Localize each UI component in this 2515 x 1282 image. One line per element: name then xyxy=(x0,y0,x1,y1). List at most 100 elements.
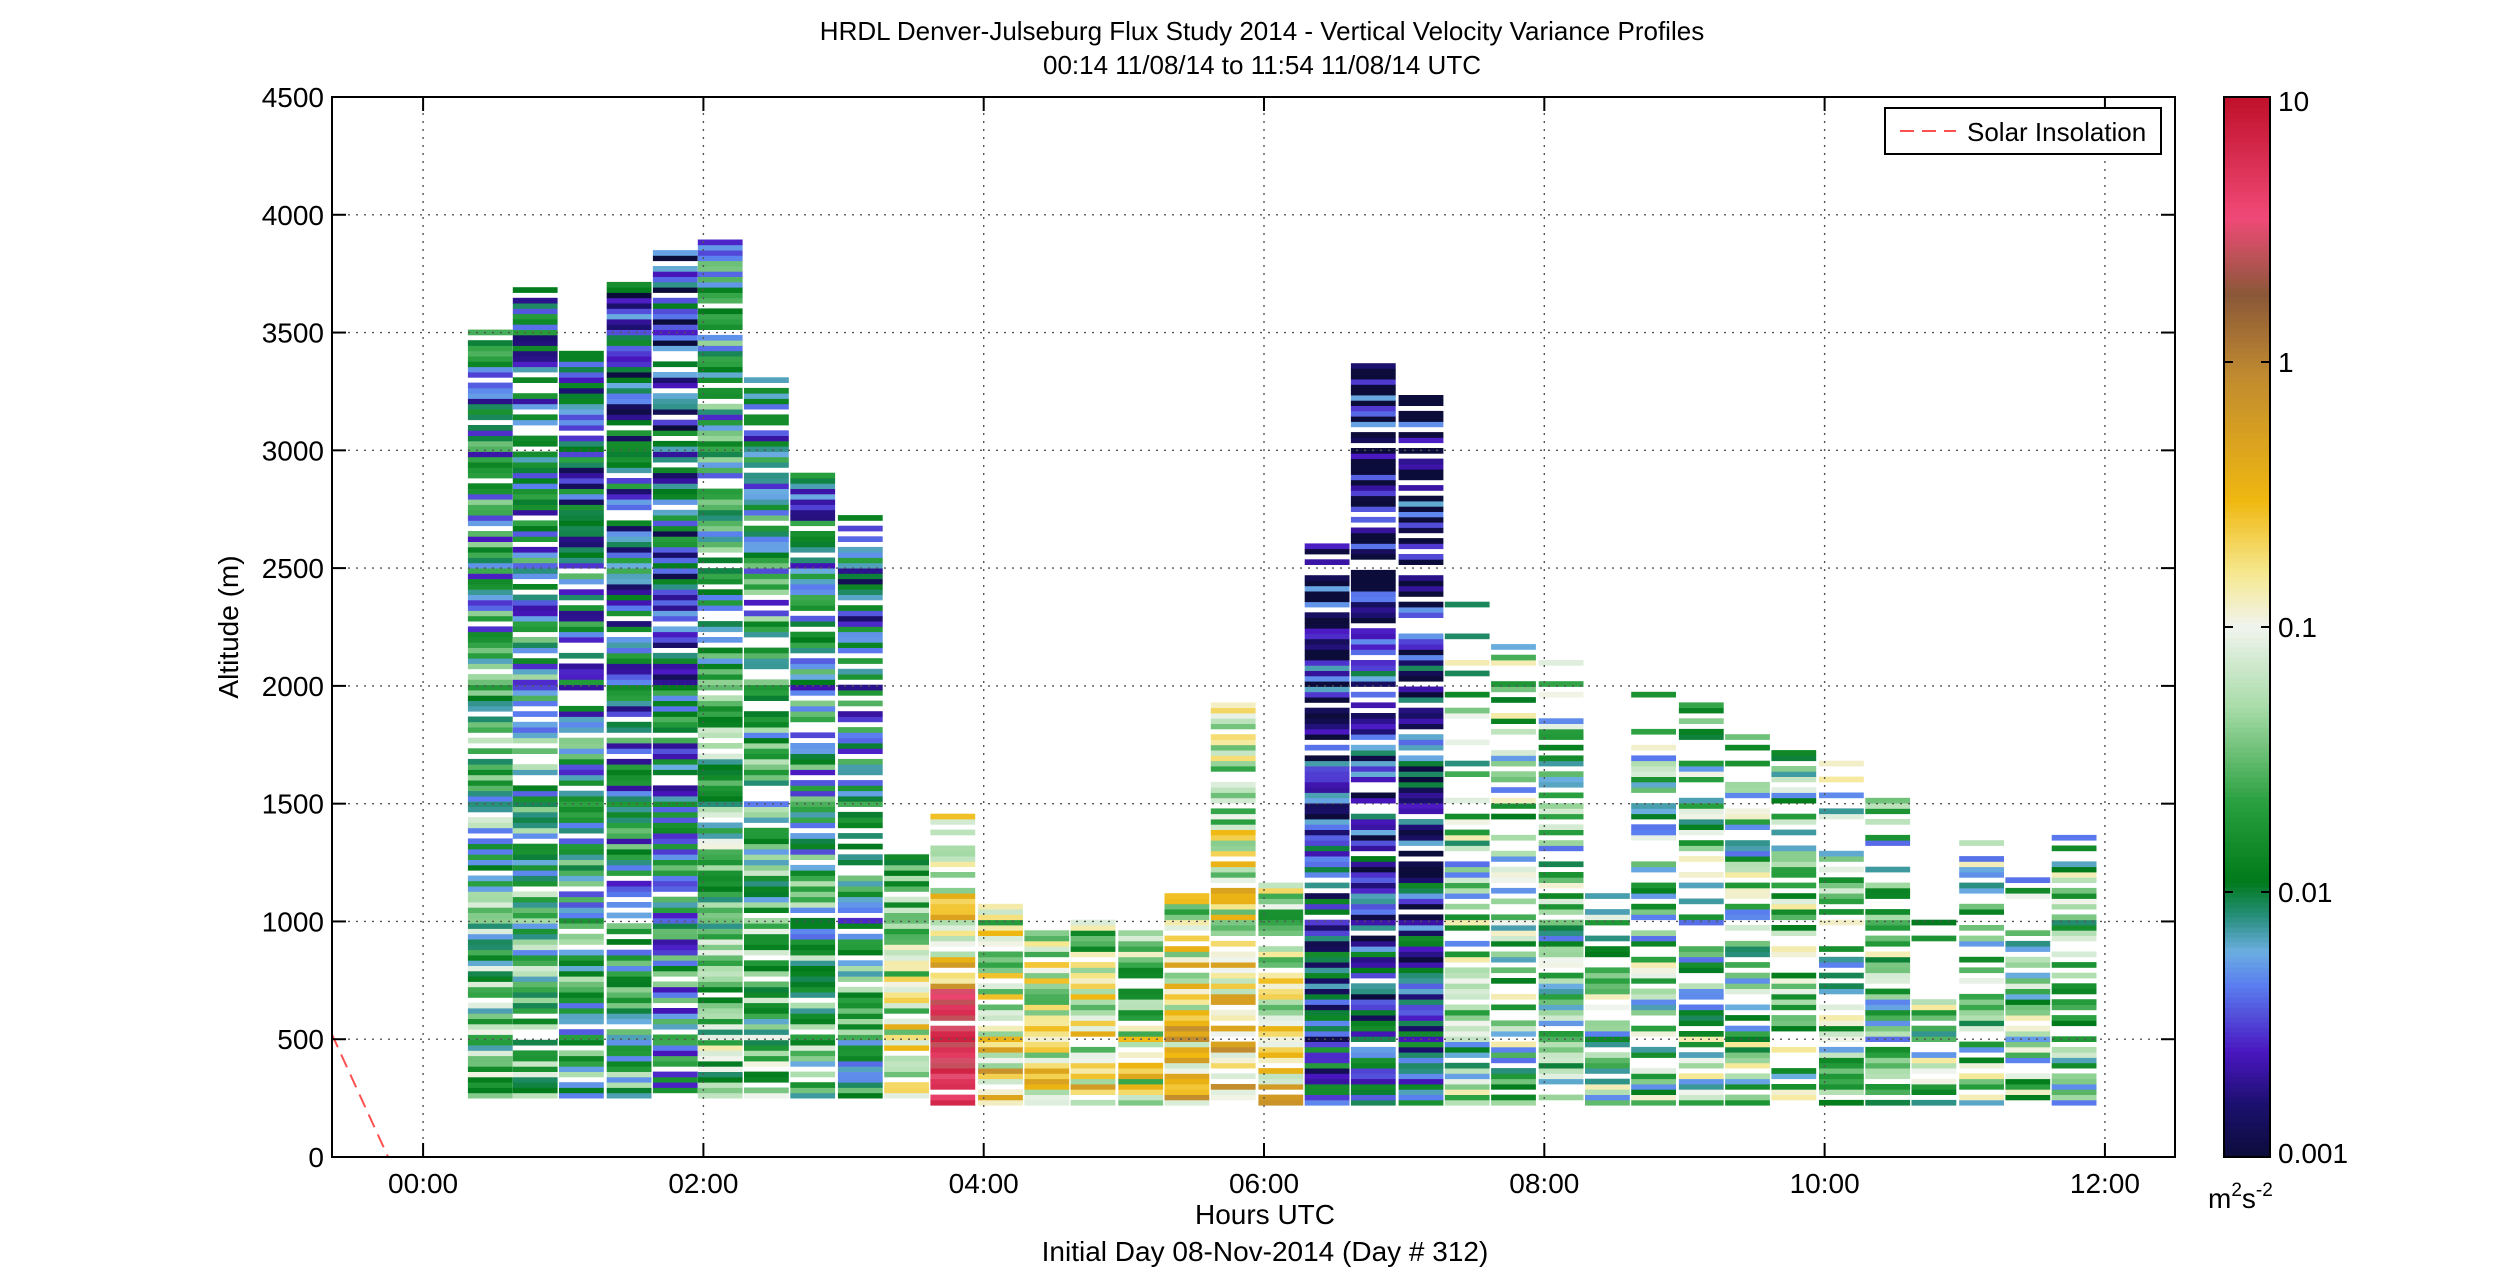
heatmap-cell xyxy=(512,637,558,643)
heatmap-cell xyxy=(1678,829,1724,836)
heatmap-cell xyxy=(697,695,743,701)
heatmap-cell xyxy=(512,546,558,553)
colorbar-segment xyxy=(2224,487,2270,493)
heatmap-cell xyxy=(467,769,513,776)
heatmap-cell xyxy=(790,679,836,686)
heatmap-cell xyxy=(1398,400,1444,406)
heatmap-cell xyxy=(1631,882,1676,889)
heatmap-cell xyxy=(1304,707,1350,714)
heatmap-cell xyxy=(1725,1041,1770,1048)
heatmap-cell xyxy=(1538,1057,1584,1064)
heatmap-cell xyxy=(744,939,789,945)
heatmap-cell xyxy=(1959,1099,2004,1106)
colorbar-segment xyxy=(2224,642,2270,648)
heatmap-cell xyxy=(1491,914,1536,921)
colorbar-segment xyxy=(2224,747,2270,753)
heatmap-cell xyxy=(652,1076,698,1083)
heatmap-cell xyxy=(606,663,652,670)
heatmap-cell xyxy=(1631,766,1676,772)
heatmap-cell xyxy=(1304,967,1350,974)
heatmap-cell xyxy=(606,785,652,792)
heatmap-cell xyxy=(512,748,558,754)
heatmap-cell xyxy=(1444,601,1490,608)
heatmap-cell xyxy=(978,1073,1023,1080)
colorbar-segment xyxy=(2224,1022,2270,1028)
colorbar-segment xyxy=(2224,1102,2270,1108)
heatmap-cell xyxy=(1398,781,1444,788)
heatmap-cell xyxy=(467,896,513,903)
heatmap-cell xyxy=(744,562,789,569)
heatmap-cell xyxy=(1258,903,1304,910)
heatmap-cell xyxy=(697,1039,743,1046)
heatmap-cell xyxy=(1631,1004,1676,1011)
heatmap-cell xyxy=(467,499,513,505)
heatmap-cell xyxy=(652,796,698,802)
heatmap-cell xyxy=(606,520,652,527)
colorbar-segment xyxy=(2224,457,2270,463)
heatmap-cell xyxy=(930,1057,976,1064)
heatmap-cell xyxy=(1304,946,1350,952)
colorbar-segment xyxy=(2224,242,2270,248)
heatmap-cell xyxy=(512,1092,558,1099)
heatmap-cell xyxy=(2051,919,2097,926)
heatmap-cell xyxy=(884,880,929,887)
heatmap-cell xyxy=(512,700,558,707)
heatmap-cell xyxy=(1258,919,1304,926)
heatmap-cell xyxy=(1398,903,1444,910)
heatmap-cell xyxy=(1258,978,1304,984)
heatmap-cell xyxy=(1444,1089,1490,1095)
heatmap-cell xyxy=(1304,781,1350,788)
heatmap-cell xyxy=(606,578,652,585)
heatmap-cell xyxy=(2051,1046,2097,1053)
heatmap-cell xyxy=(1258,909,1304,915)
colorbar-segment xyxy=(2224,132,2270,138)
heatmap-cell xyxy=(1538,781,1584,788)
heatmap-cell xyxy=(2051,1015,2097,1021)
heatmap-cell xyxy=(559,499,604,505)
heatmap-cell xyxy=(606,986,652,993)
heatmap-cell xyxy=(1164,956,1210,963)
heatmap-cell xyxy=(1911,1004,1957,1011)
heatmap-cell xyxy=(744,573,789,580)
heatmap-cell xyxy=(467,366,513,373)
heatmap-cell xyxy=(1631,813,1676,820)
heatmap-cell xyxy=(837,637,883,643)
heatmap-cell xyxy=(697,472,743,479)
heatmap-cell xyxy=(837,552,883,558)
heatmap-cell xyxy=(512,573,558,580)
heatmap-cell xyxy=(2051,898,2097,905)
heatmap-cell xyxy=(1398,410,1444,417)
heatmap-cell xyxy=(744,711,789,717)
heatmap-cell xyxy=(744,870,789,876)
heatmap-cell xyxy=(1771,993,1817,1000)
heatmap-cell xyxy=(1210,1025,1256,1032)
heatmap-cell xyxy=(1398,1057,1444,1064)
heatmap-cell xyxy=(1631,956,1676,963)
heatmap-cell xyxy=(606,1002,652,1009)
colorbar-segment xyxy=(2224,867,2270,873)
heatmap-cell xyxy=(1631,1099,1676,1106)
heatmap-cell xyxy=(652,933,698,940)
heatmap-cell xyxy=(1024,1062,1070,1069)
heatmap-cell xyxy=(837,557,883,564)
heatmap-cell xyxy=(1538,1041,1584,1048)
heatmap-cell xyxy=(697,976,743,982)
heatmap-cell xyxy=(512,626,558,633)
heatmap-cell xyxy=(1350,760,1396,767)
heatmap-cell xyxy=(790,631,836,638)
heatmap-cell xyxy=(467,387,513,394)
heatmap-cell xyxy=(1024,946,1070,952)
heatmap-cell xyxy=(1771,1089,1817,1095)
heatmap-cell xyxy=(1350,660,1396,666)
colorbar-segment xyxy=(2224,227,2270,233)
heatmap-cell xyxy=(467,425,513,431)
heatmap-cell xyxy=(1398,601,1444,608)
heatmap-cell xyxy=(1070,925,1116,931)
y-tick-label: 2500 xyxy=(262,553,324,584)
heatmap-cell xyxy=(1865,819,1911,825)
heatmap-cell xyxy=(467,849,513,855)
heatmap-cell xyxy=(467,880,513,887)
heatmap-cell xyxy=(744,1018,789,1025)
colorbar-segment xyxy=(2224,1007,2270,1013)
heatmap-cell xyxy=(1304,633,1350,640)
